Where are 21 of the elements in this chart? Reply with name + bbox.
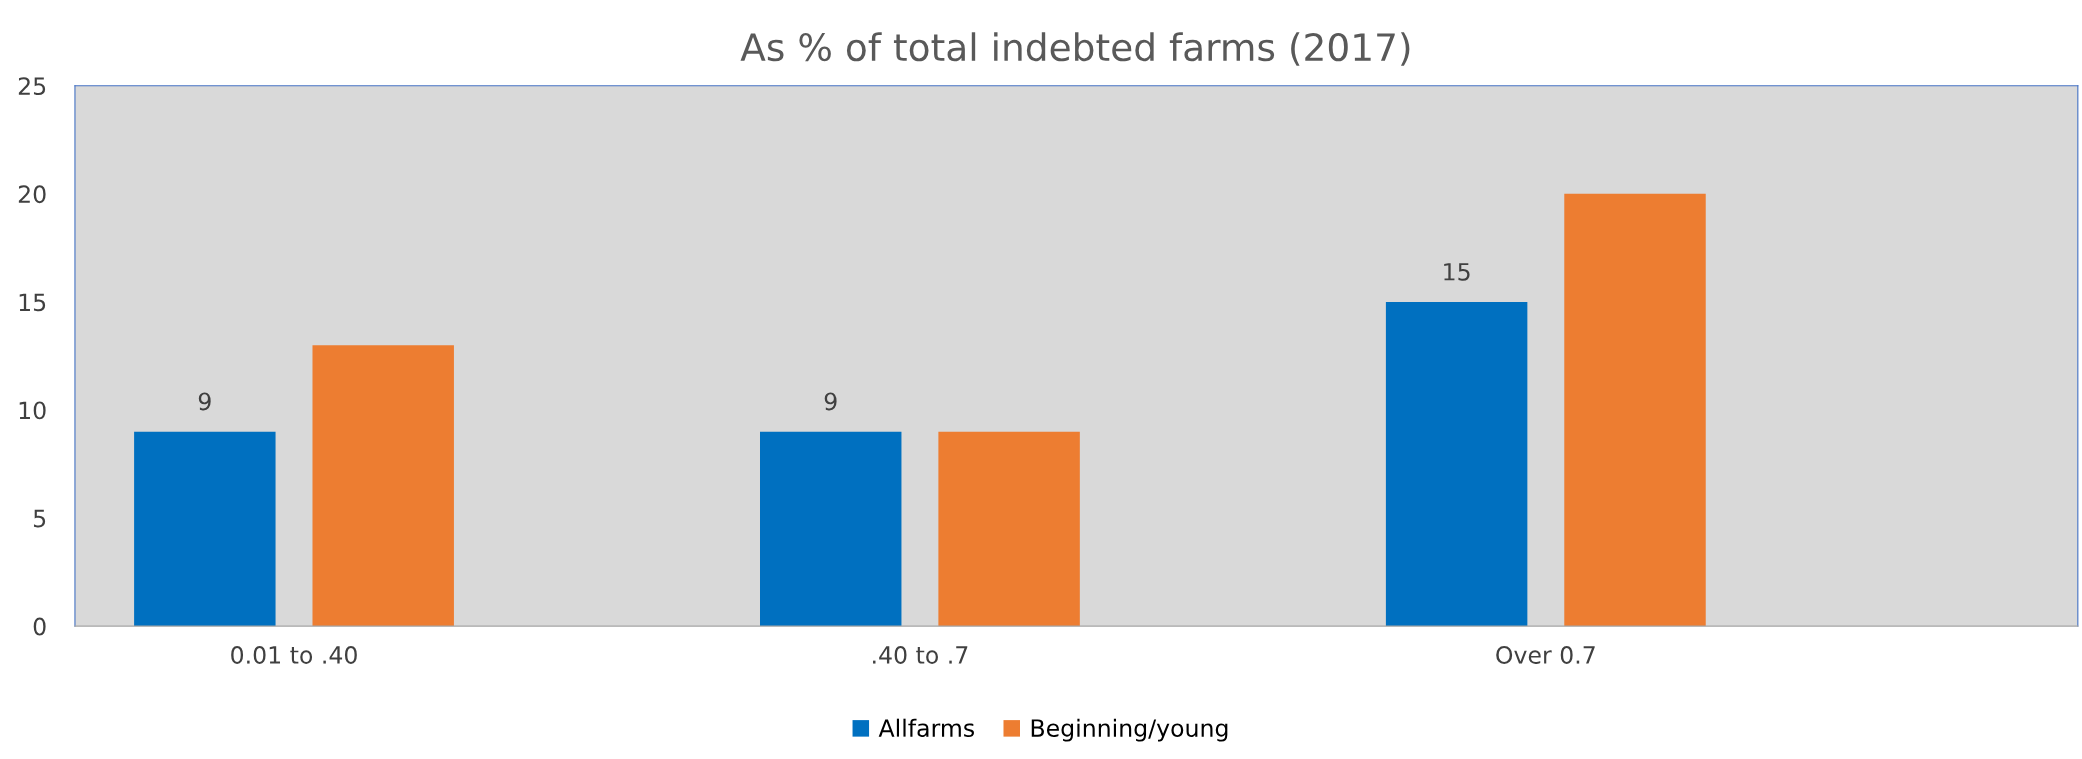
x-tick-label: Over 0.7 (1496, 646, 1595, 664)
y-tick-label: 25 (18, 77, 46, 96)
x-tick-label: 0.01 to .40 (231, 646, 357, 664)
bar (312, 345, 454, 627)
legend-label: Allfarms (878, 718, 974, 737)
bar (1385, 301, 1528, 627)
y-tick-label: 5 (33, 509, 46, 528)
bar (938, 431, 1080, 627)
y-tick-label: 20 (18, 185, 46, 204)
y-tick-label: 0 (33, 617, 46, 636)
y-tick-label: 15 (19, 293, 46, 312)
bar (760, 431, 902, 627)
y-tick-label: 10 (19, 401, 46, 420)
bar (134, 431, 276, 627)
data-label: 9 (824, 392, 837, 411)
chart-title: As % of total indebted farms (2017) (740, 32, 1410, 66)
bar (1564, 193, 1706, 627)
x-tick-label: .40 to .7 (873, 646, 968, 664)
legend-label: Beginning/young (1031, 718, 1228, 742)
data-label: 9 (198, 392, 211, 411)
data-label: 15 (1444, 263, 1470, 281)
